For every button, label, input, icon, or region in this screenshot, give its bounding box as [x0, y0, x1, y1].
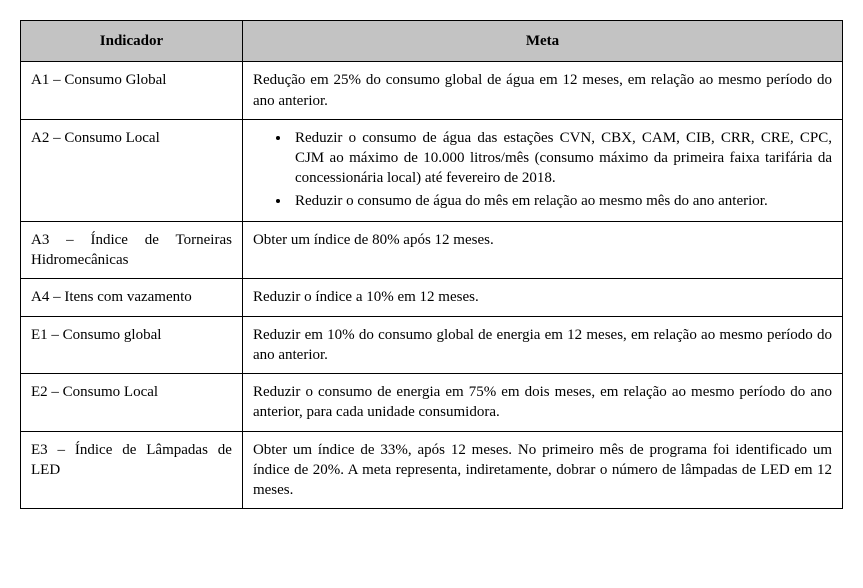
meta-bullet-list: Reduzir o consumo de água das estações C…: [253, 128, 832, 211]
col-header-indicador: Indicador: [21, 21, 243, 62]
indicadores-metas-table-wrap: Indicador Meta A1 – Consumo Global Reduç…: [20, 20, 843, 509]
table-row: E1 – Consumo global Reduzir em 10% do co…: [21, 316, 843, 374]
cell-indicador: A2 – Consumo Local: [21, 119, 243, 221]
cell-indicador: E1 – Consumo global: [21, 316, 243, 374]
cell-meta: Reduzir o índice a 10% em 12 meses.: [242, 279, 842, 316]
cell-indicador: A4 – Itens com vazamento: [21, 279, 243, 316]
indicadores-metas-table: Indicador Meta A1 – Consumo Global Reduç…: [20, 20, 843, 509]
cell-meta: Reduzir o consumo de água das estações C…: [242, 119, 842, 221]
col-header-meta: Meta: [242, 21, 842, 62]
cell-indicador: E2 – Consumo Local: [21, 374, 243, 432]
table-body: A1 – Consumo Global Redução em 25% do co…: [21, 62, 843, 509]
list-item: Reduzir o consumo de água das estações C…: [291, 128, 832, 189]
table-row: A2 – Consumo Local Reduzir o consumo de …: [21, 119, 843, 221]
cell-indicador: E3 – Índice de Lâmpadas de LED: [21, 431, 243, 509]
list-item: Reduzir o consumo de água do mês em rela…: [291, 191, 832, 211]
cell-indicador: A1 – Consumo Global: [21, 62, 243, 120]
cell-meta: Obter um índice de 80% após 12 meses.: [242, 221, 842, 279]
cell-meta: Obter um índice de 33%, após 12 meses. N…: [242, 431, 842, 509]
table-row: A3 – Índice de Torneiras Hidromecânicas …: [21, 221, 843, 279]
table-row: A1 – Consumo Global Redução em 25% do co…: [21, 62, 843, 120]
table-row: A4 – Itens com vazamento Reduzir o índic…: [21, 279, 843, 316]
cell-meta: Reduzir o consumo de energia em 75% em d…: [242, 374, 842, 432]
table-row: E3 – Índice de Lâmpadas de LED Obter um …: [21, 431, 843, 509]
cell-meta: Redução em 25% do consumo global de água…: [242, 62, 842, 120]
table-row: E2 – Consumo Local Reduzir o consumo de …: [21, 374, 843, 432]
cell-indicador: A3 – Índice de Torneiras Hidromecânicas: [21, 221, 243, 279]
table-header-row: Indicador Meta: [21, 21, 843, 62]
cell-meta: Reduzir em 10% do consumo global de ener…: [242, 316, 842, 374]
table-head: Indicador Meta: [21, 21, 843, 62]
